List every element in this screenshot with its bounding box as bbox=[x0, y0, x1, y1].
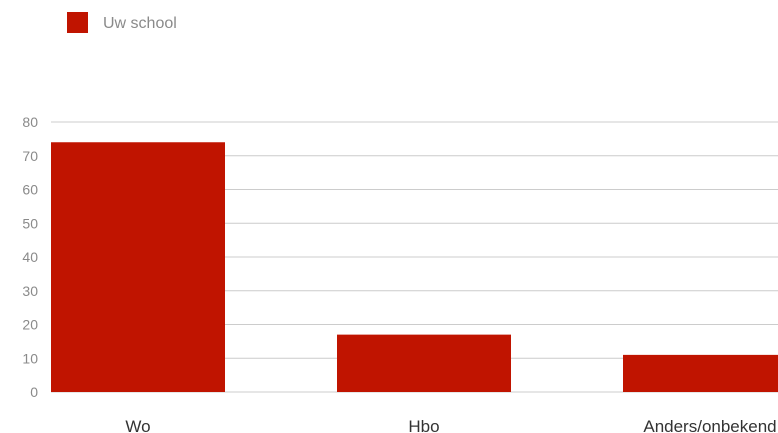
y-axis-ticks: 0 10 20 30 40 50 60 70 80 bbox=[22, 114, 38, 400]
bar-wo bbox=[51, 142, 225, 392]
x-axis-labels: Wo Hbo Anders/onbekend bbox=[125, 417, 776, 433]
bar-anders-onbekend bbox=[623, 354, 778, 392]
y-tick-label: 50 bbox=[22, 215, 38, 231]
bars bbox=[51, 142, 778, 392]
x-category-label: Wo bbox=[125, 417, 150, 433]
y-tick-label: 40 bbox=[22, 249, 38, 265]
legend-swatch bbox=[67, 12, 88, 33]
legend-label: Uw school bbox=[103, 15, 177, 32]
x-category-label: Hbo bbox=[408, 417, 439, 433]
y-tick-label: 10 bbox=[22, 350, 38, 366]
y-tick-label: 60 bbox=[22, 182, 38, 198]
y-tick-label: 30 bbox=[22, 283, 38, 299]
y-tick-label: 80 bbox=[22, 114, 38, 130]
y-tick-label: 20 bbox=[22, 317, 38, 333]
legend: Uw school bbox=[67, 12, 177, 33]
y-tick-label: 70 bbox=[22, 148, 38, 164]
y-tick-label: 0 bbox=[30, 384, 38, 400]
x-category-label: Anders/onbekend bbox=[643, 417, 776, 433]
bar-hbo bbox=[337, 334, 511, 392]
